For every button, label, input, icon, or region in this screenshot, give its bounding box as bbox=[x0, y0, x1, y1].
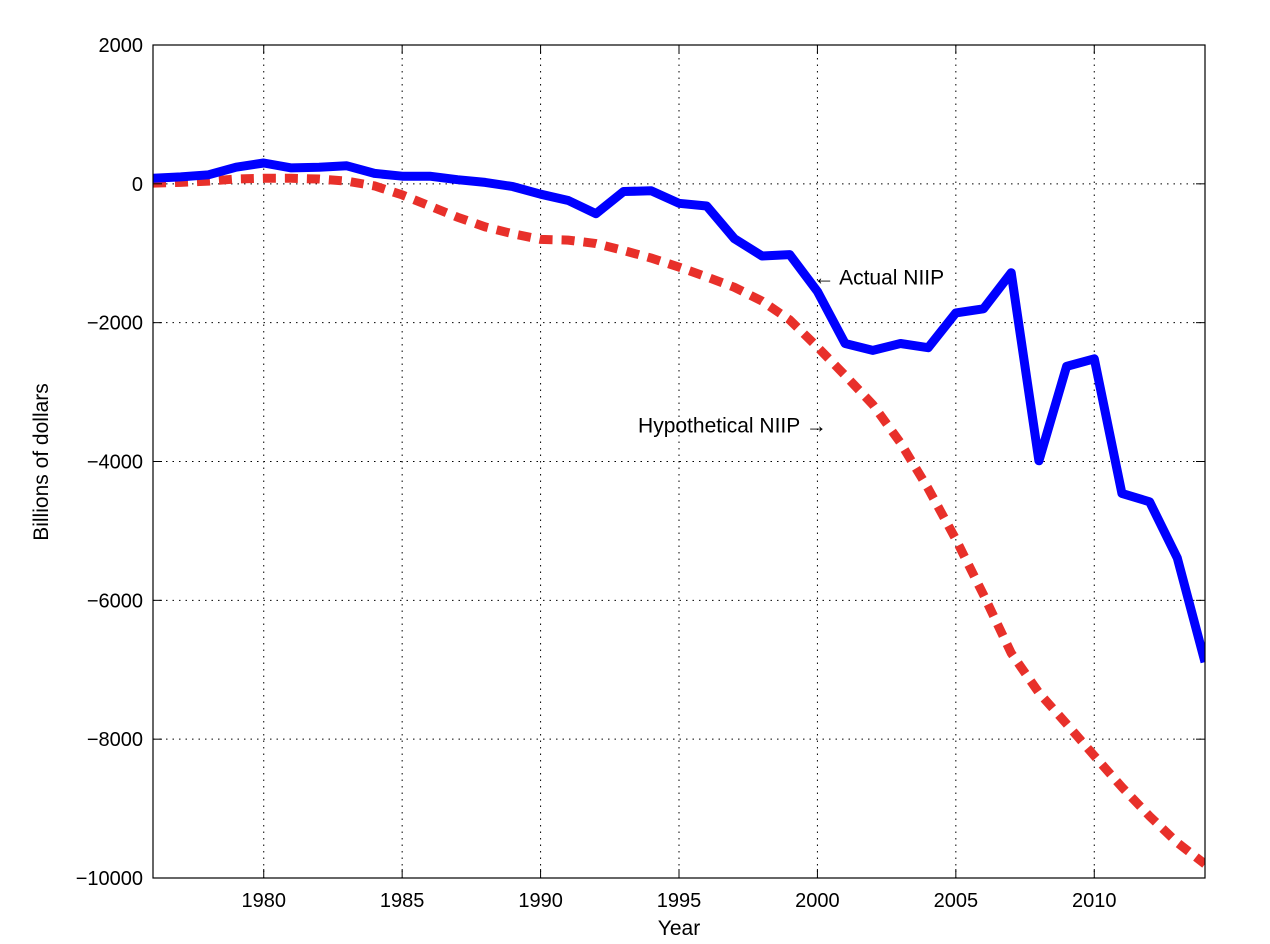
actual-niip-line bbox=[153, 158, 1205, 664]
x-tick-label: 1985 bbox=[380, 890, 425, 912]
y-tick-label: −8000 bbox=[87, 729, 143, 751]
y-tick-label: −4000 bbox=[87, 452, 143, 474]
x-tick-label: 2005 bbox=[934, 890, 979, 912]
y-tick-label: −6000 bbox=[87, 590, 143, 612]
tick-labels: 1980 1985 1990 1995 2000 2005 2010 2000 0 −2000 −4… bbox=[76, 35, 1117, 912]
hypothetical-niip-annotation: Hypothetical NIIP → bbox=[638, 414, 827, 437]
axis-ticks bbox=[153, 44, 1205, 879]
x-tick-label: 1990 bbox=[518, 890, 563, 912]
x-axis-label: Year bbox=[658, 917, 700, 940]
series-layer bbox=[153, 158, 1205, 868]
y-tick-label: −10000 bbox=[76, 868, 143, 890]
x-tick-label: 2010 bbox=[1072, 890, 1117, 912]
hypothetical-niip-line bbox=[153, 173, 1205, 868]
y-axis-label: Billions of dollars bbox=[30, 383, 53, 541]
x-tick-label: 1995 bbox=[657, 890, 702, 912]
x-tick-label: 1980 bbox=[241, 890, 286, 912]
y-tick-label: 2000 bbox=[99, 35, 144, 57]
x-tick-label: 2000 bbox=[795, 890, 840, 912]
actual-niip-annotation: ← Actual NIIP bbox=[813, 267, 944, 290]
annotations: ← Actual NIIP Hypothetical NIIP → bbox=[638, 267, 944, 438]
grid-lines bbox=[153, 44, 1205, 879]
y-tick-label: −2000 bbox=[87, 313, 143, 335]
y-tick-label: 0 bbox=[132, 174, 143, 196]
